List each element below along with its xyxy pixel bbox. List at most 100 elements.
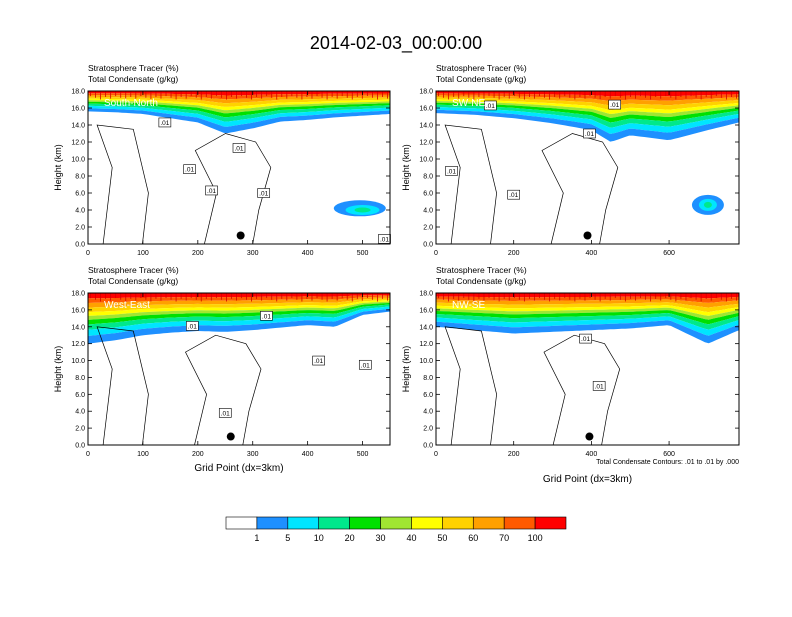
tracer-band bbox=[436, 296, 739, 303]
contour-label: .01 bbox=[257, 188, 271, 198]
contour-label: .01 bbox=[507, 189, 520, 200]
colorbar-label: 70 bbox=[499, 533, 509, 543]
y-tick-label: 0.0 bbox=[75, 443, 85, 450]
tracer-band bbox=[88, 300, 390, 316]
colorbar-label: 60 bbox=[468, 533, 478, 543]
tracer-band bbox=[88, 100, 390, 114]
panel-header-line: Stratosphere Tracer (%) bbox=[88, 63, 179, 73]
colorbar-swatch bbox=[411, 516, 443, 530]
contour-label-text: .01 bbox=[207, 188, 216, 195]
y-tick-label: 18.0 bbox=[71, 291, 85, 298]
tracer-fill bbox=[88, 91, 390, 217]
panel-header-line: Total Condensate (g/kg) bbox=[436, 276, 526, 286]
tracer-band bbox=[88, 95, 390, 104]
tracer-band bbox=[436, 102, 739, 123]
y-tick-label: 4.0 bbox=[75, 409, 85, 416]
contour-label-text: .01 bbox=[185, 167, 194, 174]
colorbar-swatch bbox=[349, 516, 381, 530]
panel-header-line: Stratosphere Tracer (%) bbox=[436, 63, 527, 73]
panel-west-east: .01 .01 .01 .01 .01 West-East Stratosphere Tra… bbox=[53, 265, 391, 474]
x-tick-label: 400 bbox=[586, 250, 598, 257]
y-tick-label: 10.0 bbox=[71, 157, 85, 164]
location-marker bbox=[236, 231, 245, 240]
panel-header-line: Stratosphere Tracer (%) bbox=[436, 265, 527, 275]
contour-label-text: .01 bbox=[380, 236, 389, 243]
colorbar-swatch bbox=[256, 516, 289, 530]
tracer-band bbox=[436, 104, 739, 128]
tracer-band bbox=[436, 299, 739, 308]
y-tick-label: 8.0 bbox=[423, 174, 433, 181]
y-tick-label: 18.0 bbox=[71, 89, 85, 96]
y-axis-label: Height (km) bbox=[401, 144, 411, 191]
plot-frame bbox=[87, 90, 391, 245]
y-tick-label: 4.0 bbox=[75, 208, 85, 215]
contour-label: .01 bbox=[260, 310, 273, 321]
colorbar-swatch bbox=[225, 516, 258, 530]
contour-label: .01 bbox=[583, 128, 596, 139]
x-tick-label: 600 bbox=[663, 451, 675, 458]
contour-label-text: .01 bbox=[262, 313, 271, 320]
y-axis-label: Height (km) bbox=[53, 144, 63, 191]
tracer-band bbox=[436, 293, 739, 299]
x-tick-label: 0 bbox=[434, 451, 438, 458]
panel-label: South-North bbox=[104, 98, 158, 109]
tracer-band bbox=[88, 101, 390, 118]
tracer-band bbox=[88, 296, 390, 308]
contour-label-text: .01 bbox=[486, 103, 495, 110]
contour-label-text: .01 bbox=[509, 192, 518, 199]
x-tick-label: 0 bbox=[86, 250, 90, 257]
y-tick-label: 0.0 bbox=[423, 242, 433, 249]
x-tick-label: 200 bbox=[508, 250, 520, 257]
tracer-band bbox=[88, 98, 390, 111]
y-tick-label: 6.0 bbox=[423, 392, 433, 399]
x-tick-label: 300 bbox=[247, 250, 259, 257]
panel-header-line: Total Condensate (g/kg) bbox=[436, 74, 526, 84]
y-tick-label: 14.0 bbox=[71, 123, 85, 130]
contour-label-text: .01 bbox=[361, 362, 370, 369]
tracer-band bbox=[88, 308, 390, 344]
location-marker bbox=[226, 432, 235, 441]
x-tick-label: 200 bbox=[192, 250, 204, 257]
y-tick-label: 14.0 bbox=[419, 123, 433, 130]
contour-line bbox=[185, 334, 262, 445]
y-axis-label: Height (km) bbox=[401, 346, 411, 393]
colorbar-label: 1 bbox=[254, 533, 259, 543]
y-tick-label: 2.0 bbox=[75, 426, 85, 433]
x-tick-label: 400 bbox=[302, 451, 314, 458]
contour-label: .01 bbox=[579, 333, 592, 344]
tracer-band bbox=[88, 302, 390, 325]
tracer-band bbox=[436, 101, 739, 118]
contour-label-text: .01 bbox=[585, 131, 594, 138]
y-tick-label: 16.0 bbox=[419, 106, 433, 113]
y-tick-label: 8.0 bbox=[423, 375, 433, 382]
y-tick-label: 10.0 bbox=[71, 358, 85, 365]
y-tick-label: 14.0 bbox=[419, 324, 433, 331]
contour-label: .01 bbox=[445, 166, 458, 176]
contour-label: .01 bbox=[186, 321, 199, 331]
contour-label: .01 bbox=[183, 164, 196, 174]
y-tick-label: 18.0 bbox=[419, 291, 433, 298]
y-tick-label: 16.0 bbox=[419, 307, 433, 314]
contour-label: .01 bbox=[592, 381, 606, 391]
y-tick-label: 10.0 bbox=[419, 358, 433, 365]
x-tick-label: 200 bbox=[508, 451, 520, 458]
contour-label: .01 bbox=[378, 234, 391, 244]
colorbar-label: 50 bbox=[437, 533, 447, 543]
colorbar-label: 40 bbox=[406, 533, 416, 543]
y-tick-label: 2.0 bbox=[423, 225, 433, 232]
y-tick-label: 4.0 bbox=[423, 208, 433, 215]
tracer-band bbox=[88, 301, 390, 320]
tracer-band bbox=[436, 107, 739, 134]
x-tick-label: 100 bbox=[137, 451, 149, 458]
tracer-blob bbox=[703, 201, 712, 208]
x-tick-label: 500 bbox=[357, 451, 369, 458]
y-axis-label: Height (km) bbox=[53, 346, 63, 393]
x-axis-label: Grid Point (dx=3km) bbox=[543, 474, 632, 485]
contour-label: .01 bbox=[608, 99, 621, 110]
colorbar-swatch bbox=[380, 516, 412, 530]
contour-label: .01 bbox=[232, 143, 246, 153]
plot-frame bbox=[87, 292, 391, 446]
colorbar-label: 30 bbox=[376, 533, 386, 543]
